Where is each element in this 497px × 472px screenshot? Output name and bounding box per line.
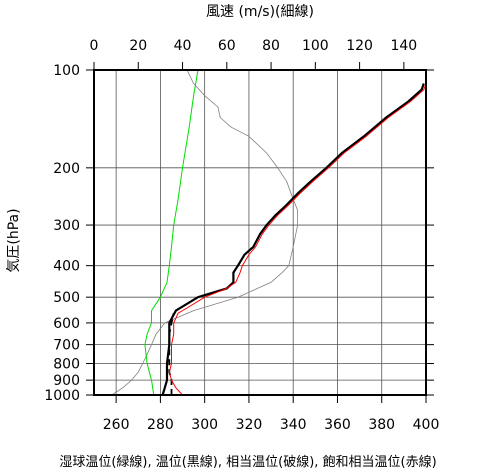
bottom-tick-label: 320 [236,417,263,433]
bottom-axis-ticks: 260 280 300 320 340 360 380 400 [103,395,440,433]
bottom-tick-label: 300 [191,417,218,433]
series-line-4 [168,83,427,396]
series-line-3 [168,313,175,395]
series-line-0 [111,69,299,396]
top-tick-label: 100 [302,38,329,54]
bottom-tick-label: 280 [147,417,174,433]
top-axis-label: 風速 (m/s)(細線) [206,4,314,20]
y-tick-label: 500 [53,290,80,306]
y-tick-label: 800 [53,357,80,373]
top-tick-label: 60 [218,38,236,54]
top-tick-label: 20 [129,38,147,54]
bottom-tick-label: 360 [324,417,351,433]
y-axis-label: 気圧(hPa) [6,208,22,272]
series-line-2 [161,83,425,396]
y-tick-label: 300 [53,218,80,234]
top-tick-label: 140 [390,38,417,54]
top-tick-label: 40 [174,38,192,54]
y-tick-label: 100 [53,63,80,79]
bottom-axis-label: 湿球温位(緑線), 温位(黒線), 相当温位(破線), 飽和相当温位(赤線) [59,454,436,470]
bottom-tick-label: 260 [103,417,130,433]
series-line-1 [144,69,199,396]
top-tick-label: 0 [90,38,99,54]
top-tick-label: 80 [262,38,280,54]
series-layer [111,69,427,396]
y-tick-label: 400 [53,259,80,275]
y-tick-label: 1000 [44,388,80,404]
top-tick-label: 120 [346,38,373,54]
plot-frame [93,69,427,396]
bottom-tick-label: 340 [280,417,307,433]
bottom-tick-label: 400 [413,417,440,433]
y-tick-label: 600 [53,316,80,332]
y-tick-label: 200 [53,161,80,177]
y-tick-label: 900 [53,373,80,389]
bottom-tick-label: 380 [368,417,395,433]
y-tick-label: 700 [53,338,80,354]
top-axis-ticks: 0 20 40 60 80 100 120 140 [90,38,417,70]
